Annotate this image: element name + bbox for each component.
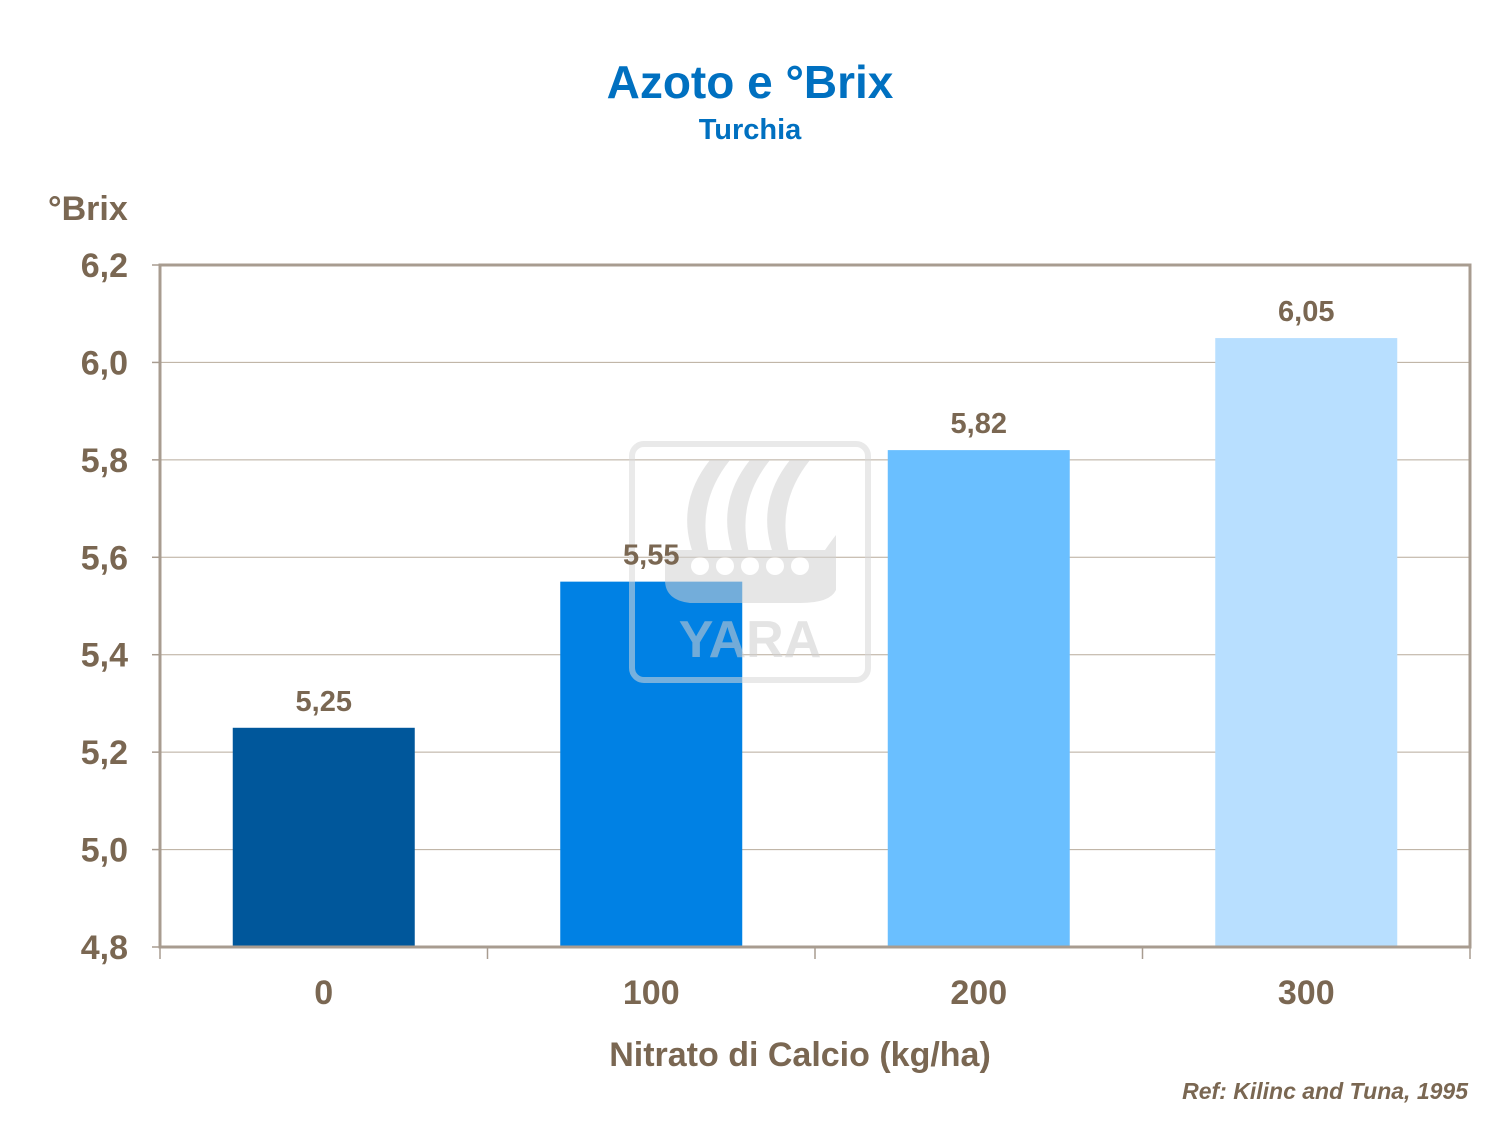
bar-300 — [1215, 338, 1398, 948]
watermark-text: YARA — [679, 611, 822, 669]
y-tick-label: 5,8 — [81, 442, 128, 480]
plot-frame — [158, 263, 1472, 949]
y-tick-label: 6,2 — [81, 247, 128, 285]
data-label: 5,82 — [951, 408, 1007, 440]
data-label: 5,25 — [296, 686, 352, 718]
bar-0 — [232, 727, 415, 947]
bar-100 — [560, 581, 743, 947]
yara-logo-watermark: YARA — [629, 441, 871, 683]
x-tick-label: 300 — [1278, 974, 1335, 1012]
y-tick-label: 6,0 — [81, 344, 128, 382]
y-tick-label: 5,0 — [81, 832, 128, 870]
x-axis-label: Nitrato di Calcio (kg/ha) — [609, 1036, 991, 1074]
x-tick-label: 100 — [623, 974, 680, 1012]
chart-title: Azoto e °Brix — [606, 56, 894, 108]
x-tick-label: 0 — [314, 974, 333, 1012]
y-tick-label: 4,8 — [81, 929, 128, 967]
y-tick-label: 5,2 — [81, 734, 128, 772]
data-label: 6,05 — [1278, 296, 1334, 328]
y-axis-label: °Brix — [48, 190, 128, 228]
y-tick-label: 5,6 — [81, 539, 128, 577]
y-tick-label: 5,4 — [81, 637, 128, 675]
chart-subtitle: Turchia — [698, 114, 802, 146]
reference-note: Ref: Kilinc and Tuna, 1995 — [1182, 1078, 1468, 1104]
data-label: 5,55 — [623, 540, 679, 572]
x-tick-label: 200 — [950, 974, 1007, 1012]
bar-200 — [887, 450, 1070, 947]
